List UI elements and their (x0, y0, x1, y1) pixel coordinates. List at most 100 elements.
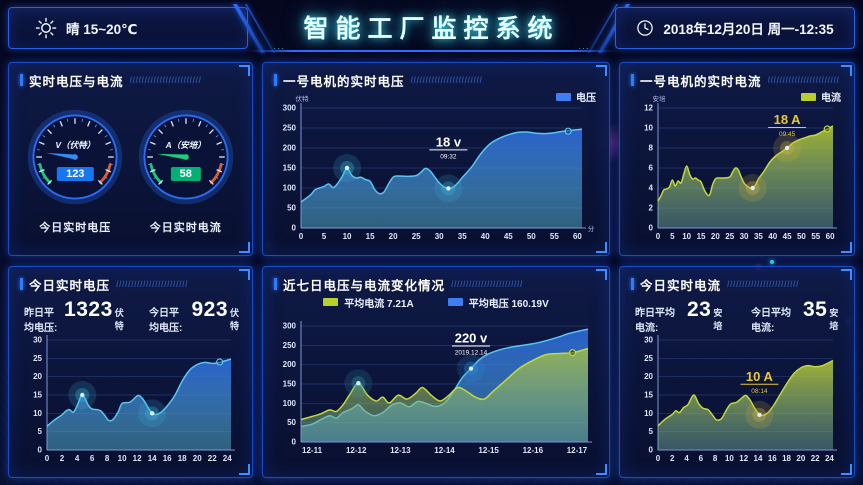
svg-text:4: 4 (649, 184, 654, 193)
svg-text:45: 45 (504, 232, 513, 241)
underline-dots: ··· (273, 44, 285, 53)
svg-text:16: 16 (163, 454, 172, 463)
stat-unit: 伏特 (230, 308, 240, 331)
svg-text:10: 10 (644, 409, 653, 418)
legend-item-avg-current: 平均电流 7.21A (323, 295, 414, 310)
svg-text:08:14: 08:14 (751, 388, 768, 395)
svg-text:40: 40 (768, 232, 777, 241)
svg-text:20: 20 (33, 372, 42, 381)
svg-text:10: 10 (118, 454, 127, 463)
svg-text:150: 150 (283, 380, 297, 389)
svg-text:10: 10 (33, 409, 42, 418)
svg-text:50: 50 (287, 204, 296, 213)
legend-swatch (323, 298, 339, 306)
svg-text:18: 18 (782, 454, 791, 463)
current-gauge-dial (138, 109, 234, 205)
panel-title: 今日实时电流 (640, 278, 722, 293)
panel-title: 今日实时电压 (29, 278, 111, 293)
top-header: 晴 15~20℃ 智能工厂监控系统 ··· ··· 2018年12月20日 周一… (0, 0, 863, 57)
gauge-value-badge: 58 (170, 167, 201, 181)
svg-text:24: 24 (825, 454, 834, 463)
gauge-dial-label: V（伏特） (55, 140, 96, 150)
svg-text:60: 60 (573, 232, 582, 241)
panel-week-trend: 近七日电压与电流变化情况 //////////////////////// 平均… (262, 266, 610, 478)
svg-text:12-15: 12-15 (478, 446, 499, 455)
svg-text:2: 2 (670, 454, 675, 463)
legend-label: 电流 (821, 93, 841, 104)
svg-text:12-16: 12-16 (523, 446, 544, 455)
svg-text:6: 6 (699, 454, 704, 463)
dashboard-grid: 实时电压与电流 //////////////////////// V（伏特） 1… (8, 62, 855, 478)
stat-value: 35 (802, 298, 828, 321)
svg-text:35: 35 (458, 232, 467, 241)
title-bar-accent (274, 74, 277, 86)
svg-text:12-14: 12-14 (434, 446, 455, 455)
voltage-gauge-dial (27, 109, 123, 205)
stat-value: 23 (686, 298, 712, 321)
title-slashes: //////////////////////// (451, 279, 524, 289)
svg-text:200: 200 (283, 360, 297, 369)
svg-text:0: 0 (292, 224, 297, 233)
svg-text:20: 20 (389, 232, 398, 241)
gauge-dial-label: A（安培） (165, 140, 206, 150)
legend-swatch (447, 298, 463, 306)
title-slashes: //////////////////////// (116, 279, 189, 289)
svg-text:30: 30 (33, 336, 42, 345)
svg-text:10: 10 (343, 232, 352, 241)
svg-text:0: 0 (656, 232, 661, 241)
page-title: 智能工厂监控系统 (303, 15, 560, 43)
legend-label: 平均电压 160.19V (468, 298, 549, 310)
svg-text:18 v: 18 v (436, 134, 462, 149)
panel-realtime-gauges: 实时电压与电流 //////////////////////// V（伏特） 1… (8, 62, 253, 256)
svg-text:安培: 安培 (653, 94, 667, 103)
svg-text:20: 20 (644, 372, 653, 381)
svg-text:分: 分 (588, 224, 595, 233)
svg-text:15: 15 (366, 232, 375, 241)
panel-title: 实时电压与电流 (29, 74, 124, 89)
panel-today-current: 今日实时电流 //////////////////////// 昨日平均电流: … (619, 266, 855, 478)
svg-text:30: 30 (740, 232, 749, 241)
svg-text:15: 15 (644, 391, 653, 400)
svg-text:12-17: 12-17 (567, 446, 588, 455)
gauge-caption: 今日实时电流 (149, 222, 222, 234)
title-bar-accent (631, 278, 634, 290)
chart-legend: 电流 (801, 89, 841, 104)
legend-item-avg-voltage: 平均电压 160.19V (447, 295, 549, 310)
svg-text:09:45: 09:45 (779, 131, 796, 138)
title-slashes: //////////////////////// (410, 75, 483, 85)
stat-unit: 安培 (713, 308, 723, 331)
svg-text:12: 12 (739, 454, 748, 463)
gauge-caption: 今日实时电压 (39, 222, 112, 234)
svg-text:55: 55 (811, 232, 820, 241)
legend-swatch (556, 92, 571, 101)
svg-text:12-11: 12-11 (302, 446, 323, 455)
panel-title: 近七日电压与电流变化情况 (283, 278, 446, 293)
weather-widget: 晴 15~20℃ (8, 7, 248, 49)
title-bar-accent (20, 278, 23, 290)
title-bar-accent (274, 278, 277, 290)
stat-label: 今日平均电压: (149, 308, 183, 334)
legend-label: 平均电流 7.21A (344, 298, 414, 310)
svg-text:55: 55 (550, 232, 559, 241)
svg-text:50: 50 (797, 232, 806, 241)
svg-text:10: 10 (644, 124, 653, 133)
title-slashes: //////////////////////// (767, 75, 840, 85)
gauge-value-badge: 123 (57, 167, 94, 181)
legend-label: 电压 (576, 93, 596, 104)
svg-text:25: 25 (33, 354, 42, 363)
svg-text:15: 15 (697, 232, 706, 241)
svg-text:4: 4 (684, 454, 689, 463)
motor-voltage-chart: 0 50 100 150 200 250 300 0 5 10 15 20 25 30 35 40 45 50 55… (283, 94, 595, 241)
svg-text:40: 40 (481, 232, 490, 241)
chart-legend: 电压 (556, 89, 596, 104)
svg-text:5: 5 (649, 427, 654, 436)
svg-text:20: 20 (796, 454, 805, 463)
svg-text:5: 5 (38, 427, 43, 436)
stat-unit: 伏特 (114, 308, 124, 331)
clock-icon (637, 20, 654, 36)
svg-text:8: 8 (105, 454, 110, 463)
panel-title: 一号电机的实时电流 (640, 74, 762, 89)
sun-icon (35, 17, 57, 39)
svg-text:20: 20 (711, 232, 720, 241)
